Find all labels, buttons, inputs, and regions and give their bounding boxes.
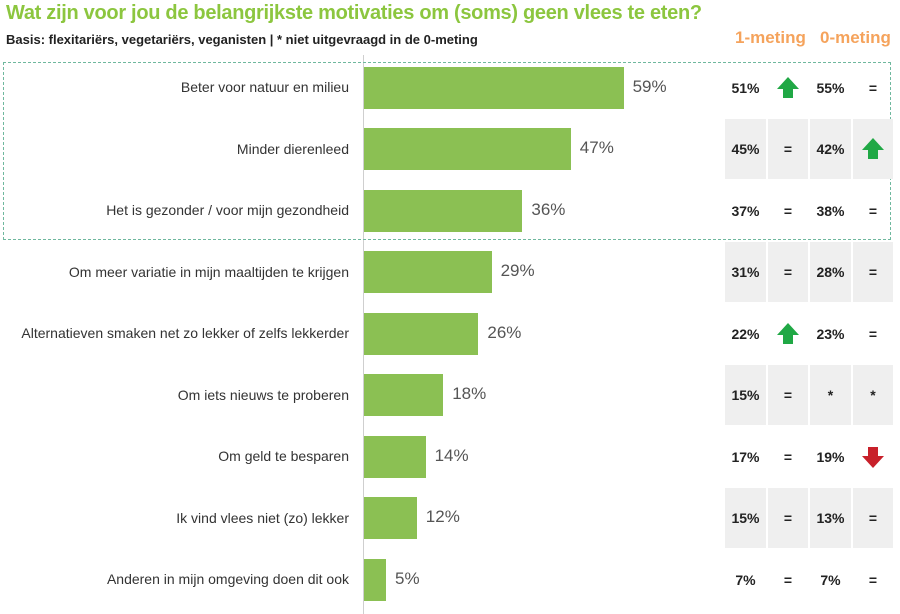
change-symbol: =	[868, 325, 878, 342]
change-symbol: =	[783, 387, 793, 404]
change-symbol: =	[783, 448, 793, 465]
chart-axis-line	[363, 55, 364, 614]
change-symbol: =	[783, 264, 793, 281]
category-label: Alternatieven smaken net zo lekker of ze…	[21, 325, 349, 342]
header-0-meting: 0-meting	[820, 28, 891, 47]
data-bar	[364, 435, 426, 478]
measure-1-change	[768, 304, 808, 364]
measure-1-value: 22%	[731, 325, 760, 342]
category-label: Minder dierenleed	[236, 140, 349, 157]
value-label: 29%	[500, 261, 535, 281]
change-symbol: =	[868, 202, 878, 219]
value-label: 59%	[632, 76, 667, 96]
arrow-up-icon	[777, 322, 799, 345]
data-bar	[364, 189, 523, 232]
change-symbol: =	[868, 79, 878, 96]
measure-1-change: =	[768, 365, 808, 426]
change-symbol: =	[868, 264, 878, 281]
category-label: Het is gezonder / voor mijn gezondheid	[106, 202, 349, 219]
measure-0-value: 55%	[816, 79, 845, 96]
header-1-meting: 1-meting	[735, 28, 806, 47]
measure-1-change: =	[768, 119, 808, 180]
measure-1-change: =	[768, 181, 808, 241]
category-label: Anderen in mijn omgeving doen dit ook	[106, 571, 349, 588]
chart-subtitle: Basis: flexitariërs, vegetariërs, vegani…	[6, 32, 478, 47]
data-bar	[364, 497, 417, 540]
measure-0-value: 13%	[810, 488, 851, 549]
arrow-up-head	[777, 76, 799, 98]
measure-0-value: 42%	[810, 119, 851, 180]
arrow-down-icon	[862, 446, 884, 468]
measure-1-change: =	[768, 242, 808, 303]
measure-0-change: =	[853, 304, 893, 364]
measure-1-value: 15%	[725, 488, 766, 549]
category-label: Ik vind vlees niet (zo) lekker	[176, 509, 349, 526]
value-label: 5%	[395, 568, 420, 588]
measure-0-change: =	[853, 488, 893, 549]
data-bar	[364, 251, 492, 294]
arrow-down-head	[862, 446, 884, 468]
measure-0-value: *	[810, 365, 851, 426]
data-bar	[364, 558, 386, 601]
arrow-up-icon	[777, 76, 799, 99]
change-symbol: =	[783, 510, 793, 527]
measure-1-value: 7%	[735, 571, 756, 588]
measure-0-value: 28%	[810, 242, 851, 303]
category-label: Om meer variatie in mijn maaltijden te k…	[68, 263, 349, 280]
data-bar	[364, 66, 624, 109]
measure-0-value: 23%	[816, 325, 845, 342]
change-symbol: *	[870, 387, 876, 404]
measure-0-change: =	[853, 550, 893, 610]
measure-0-change	[853, 427, 893, 487]
measure-1-value: 45%	[725, 119, 766, 180]
measure-1-value: 51%	[731, 79, 760, 96]
change-symbol: =	[868, 571, 878, 588]
category-label: Beter voor natuur en milieu	[180, 79, 349, 96]
data-bar	[364, 128, 571, 171]
measure-0-change	[853, 119, 893, 180]
data-bar	[364, 374, 444, 417]
change-symbol: =	[783, 141, 793, 158]
category-label: Om iets nieuws te proberen	[177, 386, 349, 403]
value-label: 14%	[434, 445, 469, 465]
measure-0-change: =	[853, 58, 893, 118]
value-label: 18%	[452, 384, 487, 404]
data-bar	[364, 312, 479, 355]
chart-title: Wat zijn voor jou de belangrijkste motiv…	[6, 2, 702, 24]
measure-1-value: 15%	[725, 365, 766, 426]
category-label: Om geld te besparen	[218, 448, 349, 465]
measure-1-change	[768, 58, 808, 118]
measure-0-change: =	[853, 242, 893, 303]
arrow-up-icon	[862, 138, 884, 160]
measure-1-value: 17%	[731, 448, 760, 465]
change-symbol: =	[868, 510, 878, 527]
value-label: 26%	[487, 322, 522, 342]
measure-1-change: =	[768, 550, 808, 610]
measure-0-change: =	[853, 181, 893, 241]
measure-1-value: 31%	[725, 242, 766, 303]
measure-1-value: 37%	[731, 202, 760, 219]
value-label: 12%	[425, 507, 460, 527]
measure-1-change: =	[768, 427, 808, 487]
value-label: 47%	[579, 138, 614, 158]
measure-1-change: =	[768, 488, 808, 549]
arrow-up-head	[862, 138, 884, 160]
measure-0-value: 38%	[816, 202, 845, 219]
change-symbol: =	[783, 571, 793, 588]
value-label: 36%	[531, 199, 566, 219]
measure-0-value: 7%	[820, 571, 841, 588]
arrow-up-head	[777, 322, 799, 344]
measure-0-value: 19%	[816, 448, 845, 465]
change-symbol: =	[783, 202, 793, 219]
measure-0-change: *	[853, 365, 893, 426]
